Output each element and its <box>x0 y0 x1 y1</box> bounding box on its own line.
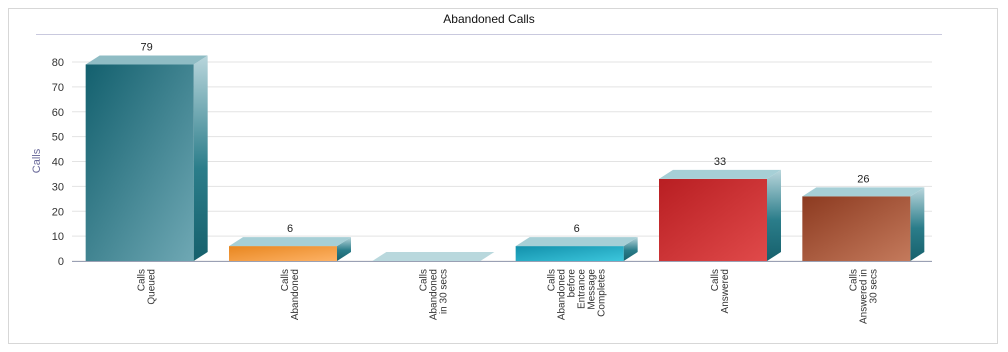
bar-front <box>659 178 767 261</box>
x-tick-label-line: 30 secs <box>868 269 879 303</box>
bar-side <box>193 55 208 261</box>
bar-top <box>659 169 781 179</box>
bar-top <box>515 237 638 247</box>
data-label: 6 <box>287 223 293 235</box>
data-label: 33 <box>714 156 726 168</box>
data-label: 26 <box>857 173 869 185</box>
x-tick-label-line: Completes <box>597 269 608 317</box>
x-tick-label-line: Message <box>587 269 598 310</box>
x-axis-line <box>72 261 932 262</box>
x-tick-label-line: Abandoned <box>290 269 301 320</box>
y-tick-label: 80 <box>52 57 64 69</box>
x-tick-label-line: in 30 secs <box>438 269 449 314</box>
bar-2 <box>372 252 495 261</box>
bar-0 <box>85 55 208 261</box>
bar-side <box>337 237 351 261</box>
bar-side <box>767 169 781 261</box>
x-tick-label: Calls Abandoned before Entrance Message Compl… <box>547 269 608 321</box>
bar-front <box>85 64 194 261</box>
bar-front <box>515 246 624 261</box>
bar-front <box>229 246 337 261</box>
data-label: 79 <box>141 41 153 53</box>
y-tick-label: 30 <box>52 181 64 193</box>
x-tick-label: Calls Abandoned in 30 secs <box>418 269 449 320</box>
x-tick-label-line: Abandoned <box>557 269 568 320</box>
y-tick-label: 50 <box>52 132 64 144</box>
x-tick-label-line: Queued <box>147 269 158 305</box>
bar-3 <box>515 237 638 261</box>
bar-5 <box>802 187 925 261</box>
y-tick-label: 20 <box>52 206 64 218</box>
x-tick-label-line: Entrance <box>577 269 588 309</box>
title-divider <box>36 34 942 35</box>
x-tick-label: Calls Answered <box>710 269 731 313</box>
chart-title: Abandoned Calls <box>443 12 535 26</box>
y-tick-label: 0 <box>58 256 64 268</box>
x-tick-label-line: Calls <box>710 269 721 291</box>
bar-top <box>372 252 495 261</box>
y-tick-label: 70 <box>52 82 64 94</box>
y-axis-title: Calls <box>31 148 43 173</box>
bar-4 <box>659 169 781 261</box>
x-tick-label: Calls Answered in 30 secs <box>848 269 879 324</box>
x-tick-label-line: Calls <box>418 269 429 291</box>
bar-top <box>85 55 208 65</box>
x-tick-label-line: Abandoned <box>428 269 439 320</box>
x-tick-label-line: Calls <box>848 269 859 291</box>
x-tick-label-line: Answered in <box>858 269 869 324</box>
x-tick-label-line: before <box>567 269 578 298</box>
bar-1 <box>229 237 351 261</box>
y-tick-label: 40 <box>52 157 64 169</box>
x-axis-labels: Calls Queued Calls Abandoned Calls Abandoned i… <box>137 269 880 324</box>
y-tick-label: 60 <box>52 107 64 119</box>
bar-top <box>802 187 925 197</box>
gridlines <box>72 61 932 262</box>
bars: 79 6 6 33 26 <box>85 41 925 261</box>
x-tick-label-line: Calls <box>137 269 148 291</box>
x-tick-label: Calls Abandoned <box>280 269 301 320</box>
y-tick-label: 10 <box>52 231 64 243</box>
bar-side <box>623 237 638 261</box>
x-tick-label-line: Answered <box>720 269 731 313</box>
bar-side <box>910 187 925 261</box>
bar-front <box>802 196 911 261</box>
data-label: 6 <box>574 223 580 235</box>
y-axis: 0 10 20 30 40 50 60 70 80 <box>52 57 64 268</box>
x-tick-label-line: Calls <box>280 269 291 291</box>
bar-top <box>229 237 351 247</box>
x-tick-label: Calls Queued <box>137 269 158 305</box>
x-tick-label-line: Calls <box>547 269 558 291</box>
